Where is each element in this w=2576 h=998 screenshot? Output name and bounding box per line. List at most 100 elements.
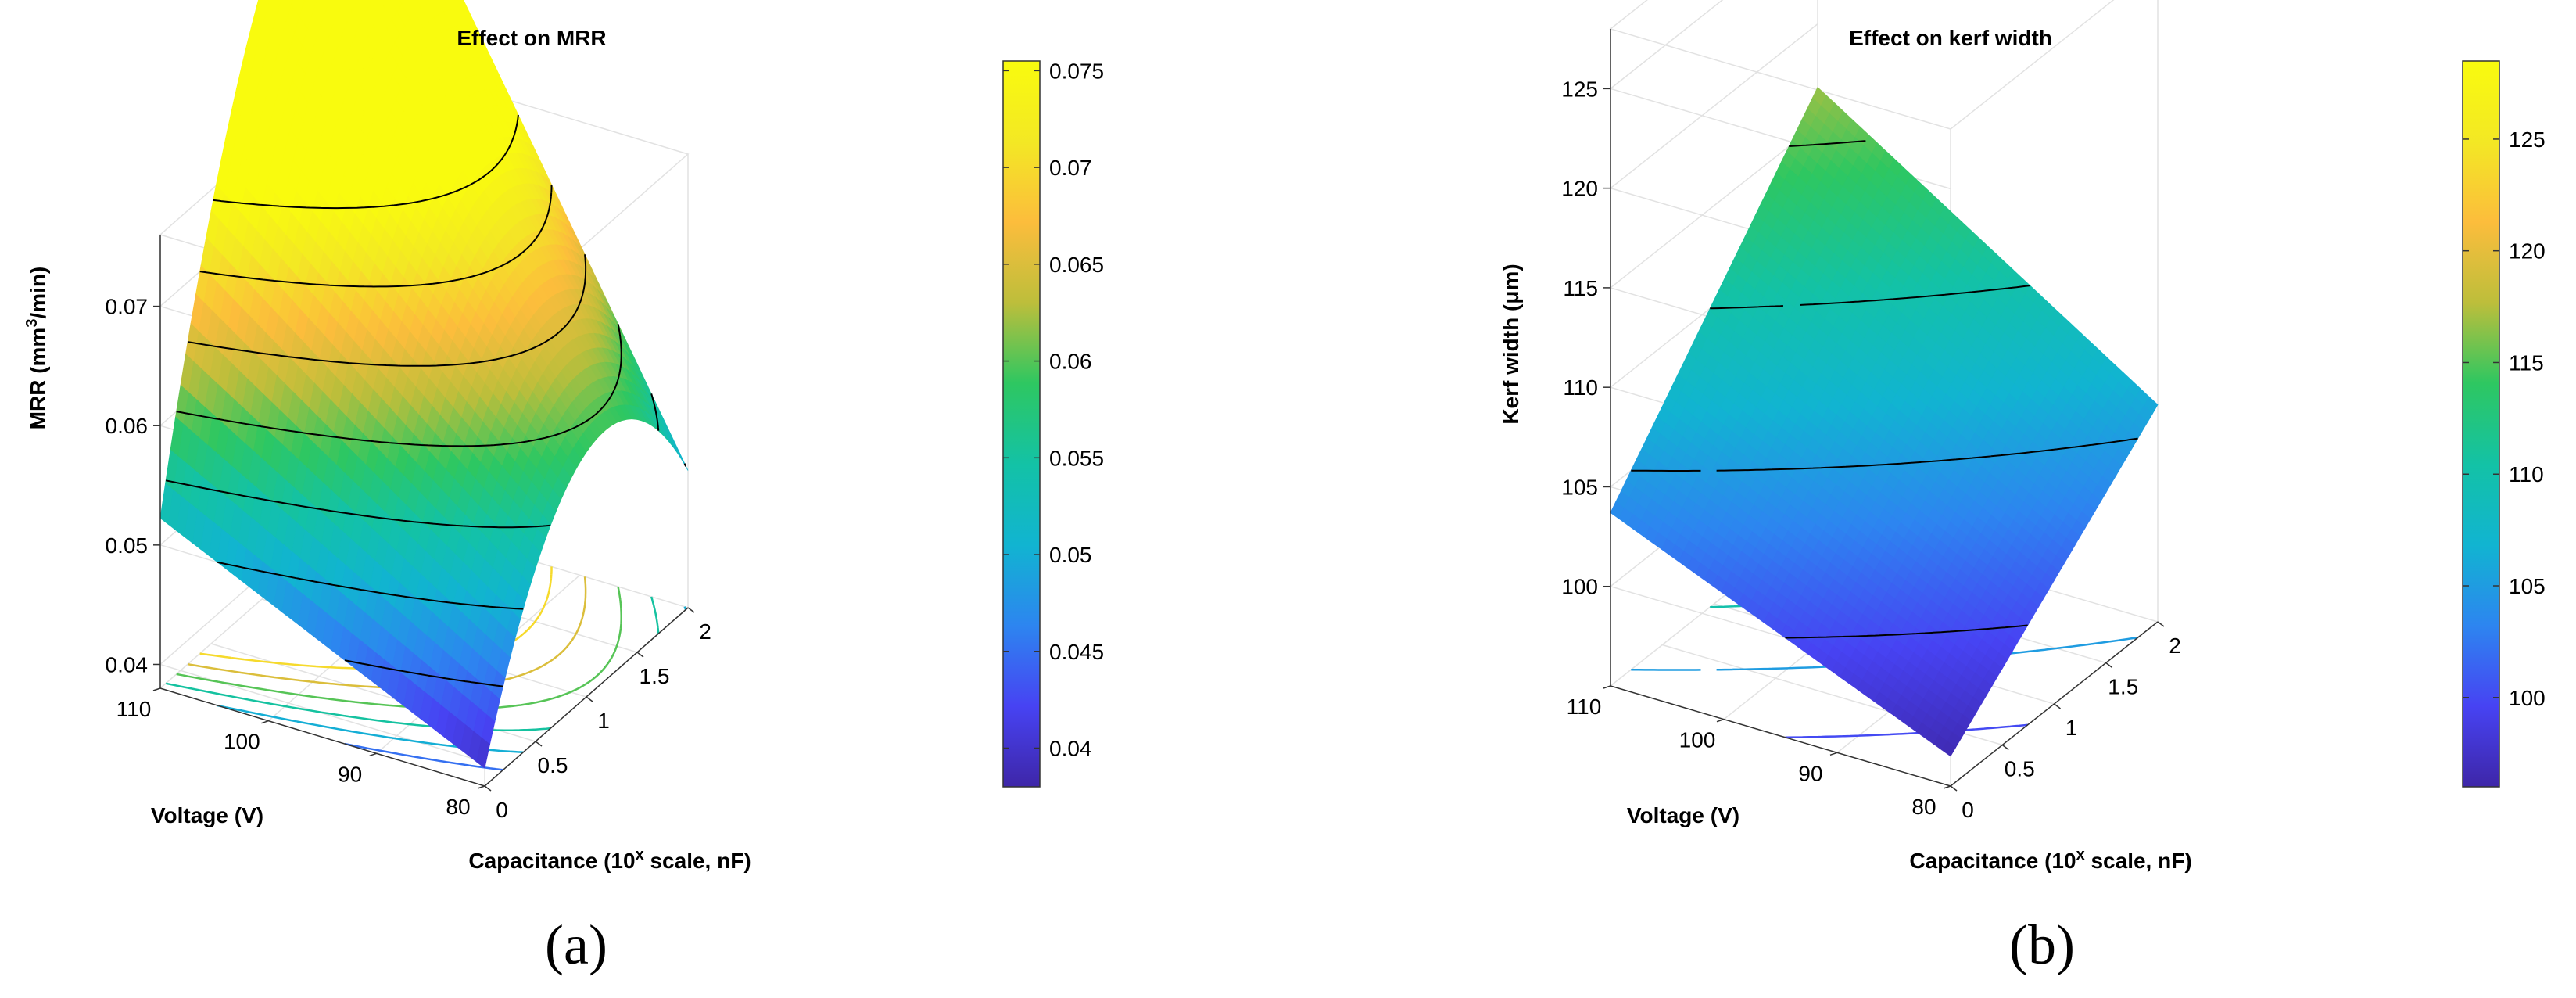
colorbar-tick-label: 0.06	[1049, 350, 1092, 374]
y-tick	[1603, 685, 1611, 689]
colorbar-tick-label: 0.07	[1049, 156, 1092, 180]
x-tick	[586, 696, 593, 702]
surface	[1610, 86, 2159, 757]
x-tick	[484, 785, 492, 792]
z-tick-label: 0.04	[106, 652, 149, 677]
x-tick-label: 0	[496, 798, 508, 822]
y-tick	[261, 720, 269, 724]
y-tick-label: 80	[446, 795, 470, 819]
colorbar-tick-label: 120	[2509, 239, 2546, 264]
y-tick	[152, 687, 161, 691]
z-tick-label: 100	[1561, 575, 1598, 599]
x-tick-label: 0	[1962, 798, 1974, 822]
surface-contour	[1710, 285, 2030, 310]
z-axis-title: Kerf width (μm)	[1499, 264, 1523, 424]
x-tick-label: 1.5	[640, 664, 670, 688]
x-tick	[535, 741, 543, 747]
panel-mrr: 0 0.5 1 1.5 2 80 90 100 110 0.04 0.05 0.06 0.07 Effe…	[23, 0, 1104, 976]
y-axis-line	[1610, 685, 1951, 787]
x-tick-label: 0.5	[538, 753, 568, 777]
colorbar-tick-label: 125	[2509, 127, 2546, 152]
y-tick	[1716, 718, 1725, 723]
colorbar: 0.04 0.045 0.05 0.055 0.06 0.065 0.07 0.075	[1002, 59, 1104, 788]
colorbar-tick-label: 0.055	[1049, 446, 1104, 470]
y-tick	[369, 752, 377, 757]
panel-label: (b)	[2009, 914, 2075, 976]
surface-contour	[1785, 624, 2028, 639]
surface-patch	[1941, 741, 1957, 757]
tick-labels: 0 0.5 1 1.5 2 80 90 100 110 0.04 0.05 0.06 0.07	[106, 295, 711, 822]
y-axis-line	[159, 687, 485, 787]
colorbar-tick-label: 100	[2509, 686, 2546, 710]
x-tick-label: 2	[699, 619, 711, 644]
y-tick-label: 100	[1679, 728, 1716, 752]
y-axis-title: Voltage (V)	[1627, 803, 1739, 827]
x-tick	[1950, 785, 1958, 792]
tick-labels: 0 0.5 1 1.5 2 80 90 100 110 100 105 110 115 120 125	[1561, 77, 2181, 822]
x-tick	[2001, 744, 2009, 751]
x-tick-label: 1	[2065, 716, 2078, 740]
y-axis-title: Voltage (V)	[151, 803, 263, 827]
z-tick-label: 0.05	[106, 533, 149, 558]
y-tick-label: 100	[224, 730, 260, 754]
x-tick	[2105, 662, 2113, 669]
surface-contour	[199, 185, 553, 288]
y-tick-label: 90	[1798, 761, 1822, 785]
colorbar-tick-label: 0.065	[1049, 253, 1104, 277]
colorbar-gradient	[1002, 60, 1041, 788]
z-tick-label: 115	[1563, 276, 1598, 300]
z-tick-label: 0.06	[106, 414, 149, 438]
surface-contours	[1631, 140, 2138, 639]
surface-contours	[165, 114, 687, 687]
colorbar-tick-label: 0.075	[1049, 59, 1104, 83]
surface-contour	[1789, 140, 1866, 147]
y-tick-label: 110	[1567, 695, 1602, 719]
x-tick-label: 1	[597, 709, 610, 733]
surface-contour	[187, 254, 587, 367]
x-axis-title: Capacitance (10x scale, nF)	[1909, 846, 2191, 873]
chart-title: Effect on MRR	[457, 26, 606, 50]
colorbar-tick-label: 0.045	[1049, 640, 1104, 664]
x-tick	[2157, 621, 2165, 627]
y-tick-label: 80	[1911, 795, 1936, 819]
x-tick	[636, 652, 644, 658]
y-tick-label: 90	[338, 762, 362, 786]
z-tick-label: 105	[1561, 475, 1598, 499]
surface-contour	[217, 463, 687, 610]
x-tick-label: 0.5	[2005, 757, 2035, 781]
surface-contour	[165, 393, 660, 529]
colorbar-tick-label: 0.04	[1049, 737, 1092, 761]
surface	[159, 0, 689, 769]
y-tick-label: 110	[116, 697, 152, 721]
colorbar-tick-label: 0.05	[1049, 543, 1092, 567]
panel-kerf: 0 0.5 1 1.5 2 80 90 100 110 100 105 110 115 120 125 Ef…	[1499, 0, 2546, 976]
surface-contour	[176, 324, 622, 447]
chart-title: Effect on kerf width	[1849, 26, 2052, 50]
x-tick	[687, 607, 695, 613]
surface-contour	[344, 659, 503, 687]
x-axis-title: Capacitance (10x scale, nF)	[468, 846, 751, 873]
y-tick	[1829, 752, 1838, 756]
y-tick	[477, 785, 485, 789]
colorbar-tick-label: 105	[2509, 574, 2546, 598]
z-tick-label: 120	[1561, 177, 1598, 201]
colorbar-gradient	[2462, 60, 2500, 788]
z-tick-label: 110	[1563, 375, 1598, 400]
grid-line	[1609, 0, 2115, 130]
surface-patch	[476, 737, 490, 769]
x-tick-label: 2	[2169, 634, 2181, 658]
z-axis-title: MRR (mm3/min)	[23, 267, 50, 430]
x-tick	[2054, 703, 2061, 709]
floor-contour	[1785, 723, 2028, 739]
surface-contour	[213, 114, 519, 210]
x-tick-label: 1.5	[2108, 675, 2138, 699]
panel-label: (a)	[545, 914, 607, 976]
colorbar: 100 105 110 115 120 125	[2462, 60, 2546, 788]
z-tick-label: 125	[1561, 77, 1598, 101]
z-tick-label: 0.07	[106, 295, 149, 319]
surface-contour	[1631, 437, 2138, 472]
y-tick	[1943, 785, 1951, 789]
colorbar-tick-label: 115	[2509, 350, 2544, 375]
colorbar-tick-label: 110	[2509, 462, 2544, 486]
